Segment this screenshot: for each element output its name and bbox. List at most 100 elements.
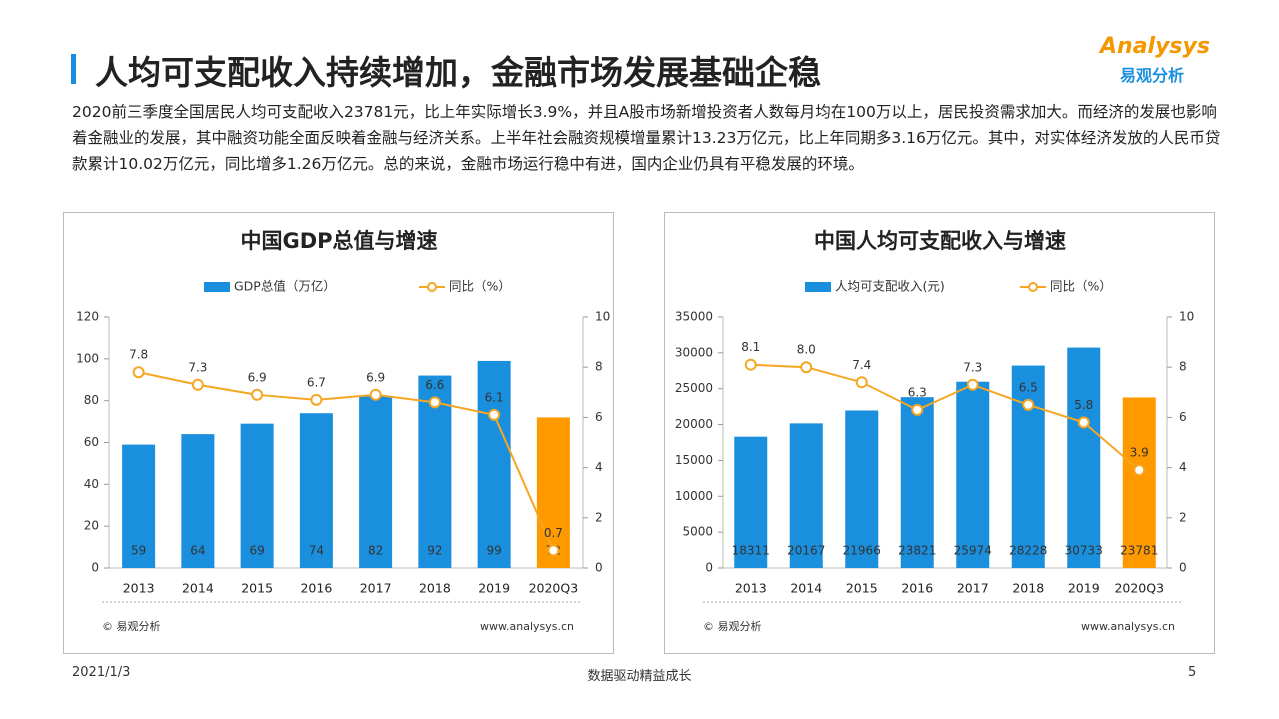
legend-swatch (204, 282, 230, 292)
bar (734, 436, 768, 568)
footer-slogan: 数据驱动精益成长 (587, 669, 692, 684)
bar-label: 28228 (1009, 544, 1047, 558)
chart: 中国GDP总值与增速 0 20 40 60 80 100 120 0 2 4 6 8 10 2013 2014… (63, 212, 614, 654)
bar-label: 99 (486, 544, 501, 558)
x-tick-label: 2013 (735, 581, 767, 596)
point-label: 5.8 (1074, 398, 1093, 412)
logo: Analysys (1100, 34, 1210, 59)
website: www.analysys.cn (1081, 620, 1175, 633)
source: © 易观分析 (102, 619, 161, 633)
x-tick-label: 2018 (419, 581, 451, 596)
point-label: 7.8 (129, 348, 148, 362)
bar-label: 23781 (1120, 544, 1158, 558)
x-tick-label: 2018 (1012, 581, 1044, 596)
y2-tick-label: 6 (595, 410, 603, 424)
bar (122, 444, 156, 568)
y-tick-label: 100 (76, 351, 99, 365)
y2-tick-label: 10 (595, 310, 610, 324)
bar-label: 64 (190, 544, 205, 558)
y-tick-label: 35000 (675, 310, 713, 324)
x-tick-label: 2019 (1068, 581, 1100, 596)
legend-label: 同比（%） (1050, 279, 1112, 294)
x-tick-label: 2014 (790, 581, 822, 596)
point-label: 7.3 (188, 360, 207, 374)
source: © 易观分析 (703, 619, 762, 633)
legend-swatch (427, 282, 437, 292)
bar (956, 381, 990, 568)
bar-label: 92 (427, 544, 442, 558)
footer-date: 2021/1/3 (72, 665, 131, 680)
x-tick-label: 2017 (957, 581, 989, 596)
point-label: 8.1 (741, 340, 760, 354)
point (428, 396, 441, 409)
x-tick-label: 2014 (182, 581, 214, 596)
title-marker (71, 54, 76, 84)
bar-label: 74 (309, 544, 324, 558)
y-tick-label: 120 (76, 310, 99, 324)
y2-tick-label: 2 (595, 510, 603, 524)
x-tick-label: 2016 (901, 581, 933, 596)
slide-title: 人均可支配收入持续增加，金融市场发展基础企稳 (95, 53, 821, 92)
legend-label: 人均可支配收入(元) (835, 279, 945, 294)
point (855, 376, 868, 389)
x-tick-label: 2015 (846, 581, 878, 596)
point-label: 6.3 (908, 385, 927, 399)
point (310, 393, 323, 406)
legend-swatch (1028, 282, 1038, 292)
bar-label: 20167 (787, 544, 825, 558)
point (1022, 398, 1035, 411)
line (750, 363, 1140, 471)
point-label: 6.6 (425, 378, 444, 392)
x-tick-label: 2013 (123, 581, 155, 596)
website: www.analysys.cn (480, 620, 574, 633)
point (369, 388, 382, 401)
y2-tick-label: 4 (595, 460, 603, 474)
point (800, 361, 813, 374)
chart-title: 中国GDP总值与增速 (240, 229, 437, 253)
y-tick-label: 10000 (675, 489, 713, 503)
point (966, 378, 979, 391)
point-label: 6.7 (307, 375, 326, 389)
legend-label: 同比（%） (449, 279, 511, 294)
point (1133, 464, 1146, 477)
point (744, 358, 757, 371)
point (191, 378, 204, 391)
bar-label: 59 (131, 544, 146, 558)
y2-tick-label: 0 (1179, 561, 1187, 575)
y2-tick-label: 4 (1179, 460, 1187, 474)
point-label: 8.0 (797, 343, 816, 357)
legend-label: GDP总值（万亿） (234, 279, 336, 294)
y2-tick-label: 6 (1179, 410, 1187, 424)
bar-label: 18311 (732, 544, 770, 558)
point-label: 6.9 (248, 370, 267, 384)
y-tick-label: 20 (84, 519, 99, 533)
bar (359, 396, 393, 568)
bar-label: 82 (368, 544, 383, 558)
bar (1122, 397, 1156, 568)
chart: 中国人均可支配收入与增速 0 5000 10000 15000 20000 25000 300… (664, 212, 1215, 654)
point-label: 3.9 (1130, 446, 1149, 460)
chart-title: 中国人均可支配收入与增速 (814, 229, 1066, 253)
bar-label: 69 (249, 544, 264, 558)
x-tick-label: 2015 (241, 581, 273, 596)
y-tick-label: 5000 (682, 525, 713, 539)
point (251, 388, 264, 401)
paragraph: 2020前三季度全国居民人均可支配收入23781元，比上年实际增长3.9%，并且… (72, 103, 1221, 173)
x-tick-label: 2020Q3 (529, 581, 579, 596)
bar (477, 360, 511, 568)
bar-label: 21966 (843, 544, 881, 558)
x-tick-label: 2020Q3 (1114, 581, 1164, 596)
bar (1067, 347, 1101, 568)
logo-cn: 易观分析 (1120, 66, 1185, 85)
y-tick-label: 80 (84, 393, 99, 407)
x-tick-label: 2017 (360, 581, 392, 596)
point-label: 7.3 (963, 360, 982, 374)
bar (240, 423, 274, 568)
y2-tick-label: 0 (595, 561, 603, 575)
point-label: 7.4 (852, 358, 871, 372)
point (132, 366, 145, 379)
y-tick-label: 15000 (675, 453, 713, 467)
y2-tick-label: 8 (1179, 360, 1187, 374)
y-tick-label: 0 (705, 561, 713, 575)
